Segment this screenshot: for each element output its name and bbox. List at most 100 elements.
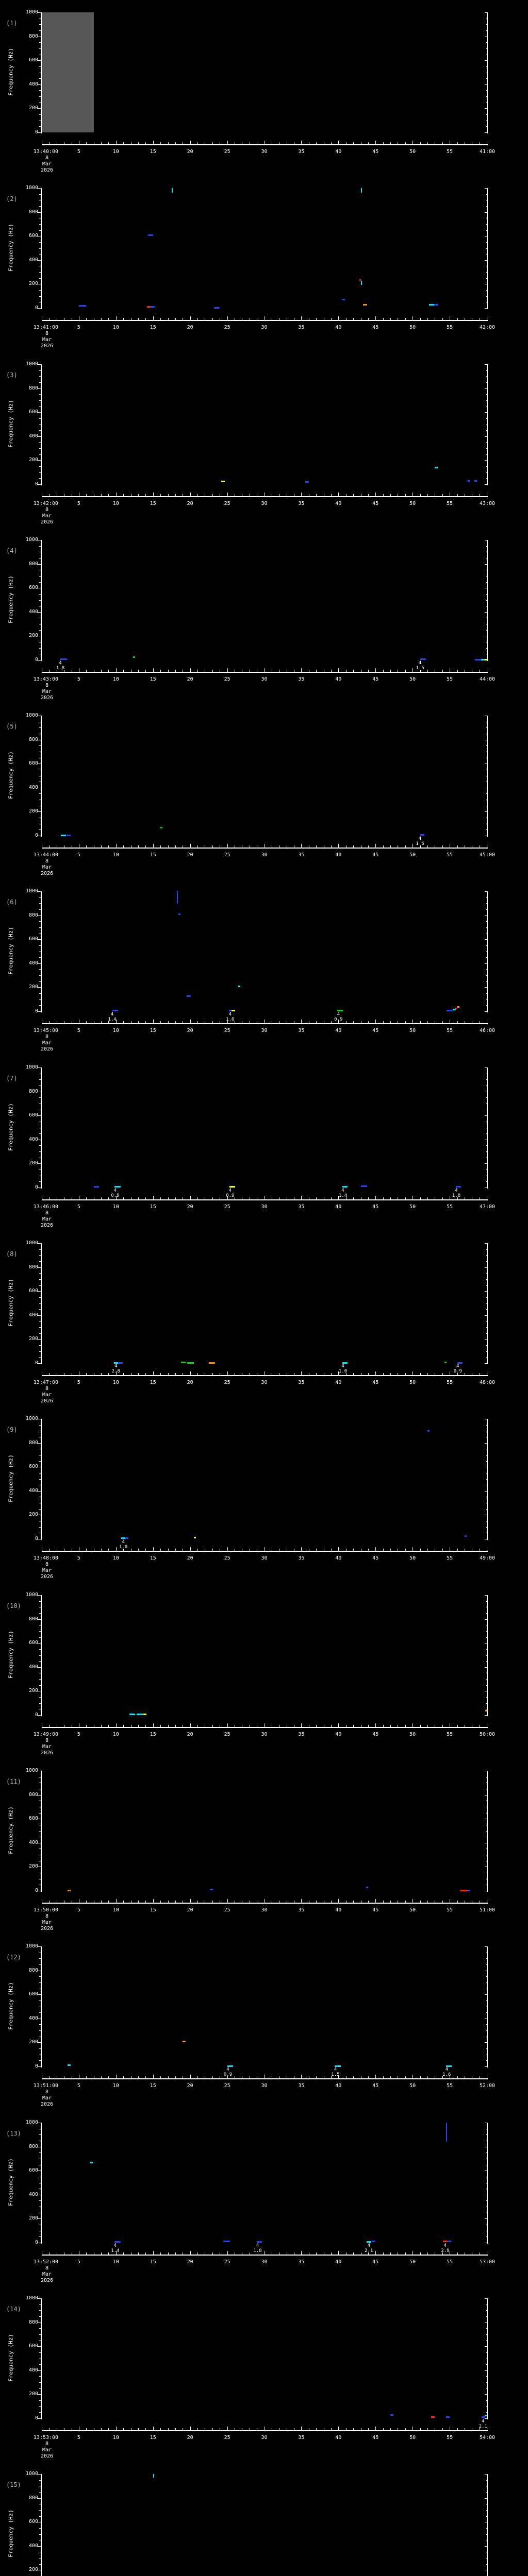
x-tick: [457, 1021, 458, 1023]
x-tick: [212, 142, 213, 144]
y-tick-label: 600: [28, 1288, 38, 1294]
detection-mark: [90, 2161, 93, 2163]
y-axis-right-spine: [487, 12, 488, 133]
y-tick: [486, 945, 488, 946]
x-tick: [331, 1901, 332, 1903]
x-axis-date-line: 2026: [40, 1750, 54, 1756]
y-tick: [486, 472, 488, 473]
x-tick: [368, 318, 369, 320]
x-tick-label: 5: [77, 1907, 80, 1913]
event-count-label: 4: [114, 1364, 118, 1369]
x-tick: [212, 2076, 213, 2078]
x-axis-date-line: 2026: [40, 2278, 54, 2283]
y-tick-label: 0: [35, 2063, 38, 2069]
y-tick: [486, 897, 488, 898]
y-axis-left-spine: [41, 1595, 42, 1716]
x-tick: [383, 2428, 384, 2430]
y-tick: [38, 388, 41, 389]
y-tick: [486, 400, 488, 401]
x-tick: [427, 1021, 428, 1023]
y-tick: [486, 2510, 488, 2511]
x-tick: [49, 142, 50, 144]
detection-mark: [133, 656, 136, 658]
y-tick: [486, 48, 488, 49]
event-count-label: 4: [418, 836, 422, 841]
x-tick: [138, 142, 139, 144]
x-tick: [86, 845, 87, 848]
y-tick: [486, 1461, 488, 1462]
x-tick: [138, 1021, 139, 1023]
x-tick: [108, 494, 109, 496]
y-tick: [39, 745, 41, 747]
spectrogram-panel: (10) Frequency (Hz) 0 200 400 600 800 1000 5 10 15…: [0, 1583, 528, 1758]
x-tick: [427, 1373, 428, 1375]
x-axis-date-line: Mar: [42, 513, 52, 519]
y-tick: [38, 891, 41, 892]
event-magnitude-label: 2.1: [365, 2248, 373, 2253]
y-tick: [38, 612, 41, 613]
y-tick: [39, 975, 41, 976]
x-tick-label: 35: [298, 676, 305, 682]
y-tick: [38, 1243, 41, 1244]
x-tick: [123, 1725, 124, 1727]
x-axis-end-time: 54:00: [479, 2435, 496, 2441]
x-tick: [316, 2076, 317, 2078]
x-tick: [168, 1197, 169, 1199]
y-tick: [486, 975, 488, 976]
time-axis-line: [42, 1903, 488, 1904]
panel-number-label: (3): [6, 371, 18, 379]
x-tick: [190, 1020, 191, 1023]
detection-mark: [390, 2414, 393, 2416]
detection-mark: [229, 1185, 236, 1188]
y-tick: [486, 1613, 488, 1614]
y-tick-label: 400: [28, 2191, 38, 2197]
detection-mark: [452, 1008, 456, 1010]
detection-mark: [228, 1009, 232, 1011]
x-tick: [160, 670, 161, 672]
y-tick: [39, 2328, 41, 2329]
x-tick: [101, 670, 102, 672]
y-tick: [485, 2218, 488, 2219]
y-tick: [38, 2394, 41, 2395]
y-tick: [485, 212, 488, 213]
y-axis-title: Frequency (Hz): [7, 1454, 14, 1502]
x-tick: [153, 668, 154, 672]
y-tick-label: 1000: [25, 2471, 38, 2477]
x-tick: [375, 2251, 376, 2255]
y-tick-label: 0: [35, 2415, 38, 2421]
y-tick: [39, 897, 41, 898]
x-tick: [160, 845, 161, 848]
x-tick: [197, 1549, 199, 1551]
y-tick: [39, 254, 41, 255]
detection-mark: [147, 234, 153, 236]
y-tick: [485, 612, 488, 613]
detection-mark: [129, 1714, 136, 1716]
y-tick: [39, 981, 41, 982]
y-tick: [38, 412, 41, 413]
y-tick: [39, 1097, 41, 1098]
y-tick: [486, 90, 488, 91]
y-axis-right-spine: [487, 891, 488, 1012]
y-tick: [39, 224, 41, 225]
y-tick: [39, 1151, 41, 1153]
x-tick: [412, 493, 414, 496]
x-tick: [331, 670, 332, 672]
x-tick: [49, 1197, 50, 1199]
x-tick: [190, 493, 191, 496]
y-tick: [39, 126, 41, 127]
x-tick: [108, 318, 109, 320]
x-tick: [168, 2428, 169, 2430]
y-axis-right-spine: [487, 1243, 488, 1364]
y-tick-label: 0: [35, 657, 38, 663]
x-tick-label: 55: [447, 676, 453, 682]
x-tick: [108, 1725, 109, 1727]
x-tick: [197, 1901, 199, 1903]
x-tick-label: 15: [150, 2435, 156, 2441]
x-tick: [442, 1725, 443, 1727]
x-tick-label: 45: [372, 325, 379, 330]
x-axis-date-line: Mar: [42, 1744, 52, 1750]
panel-number-label: (15): [6, 2481, 21, 2488]
panel-number-label: (1): [6, 20, 18, 27]
y-tick: [486, 42, 488, 43]
x-tick-label: 20: [187, 1204, 193, 1210]
